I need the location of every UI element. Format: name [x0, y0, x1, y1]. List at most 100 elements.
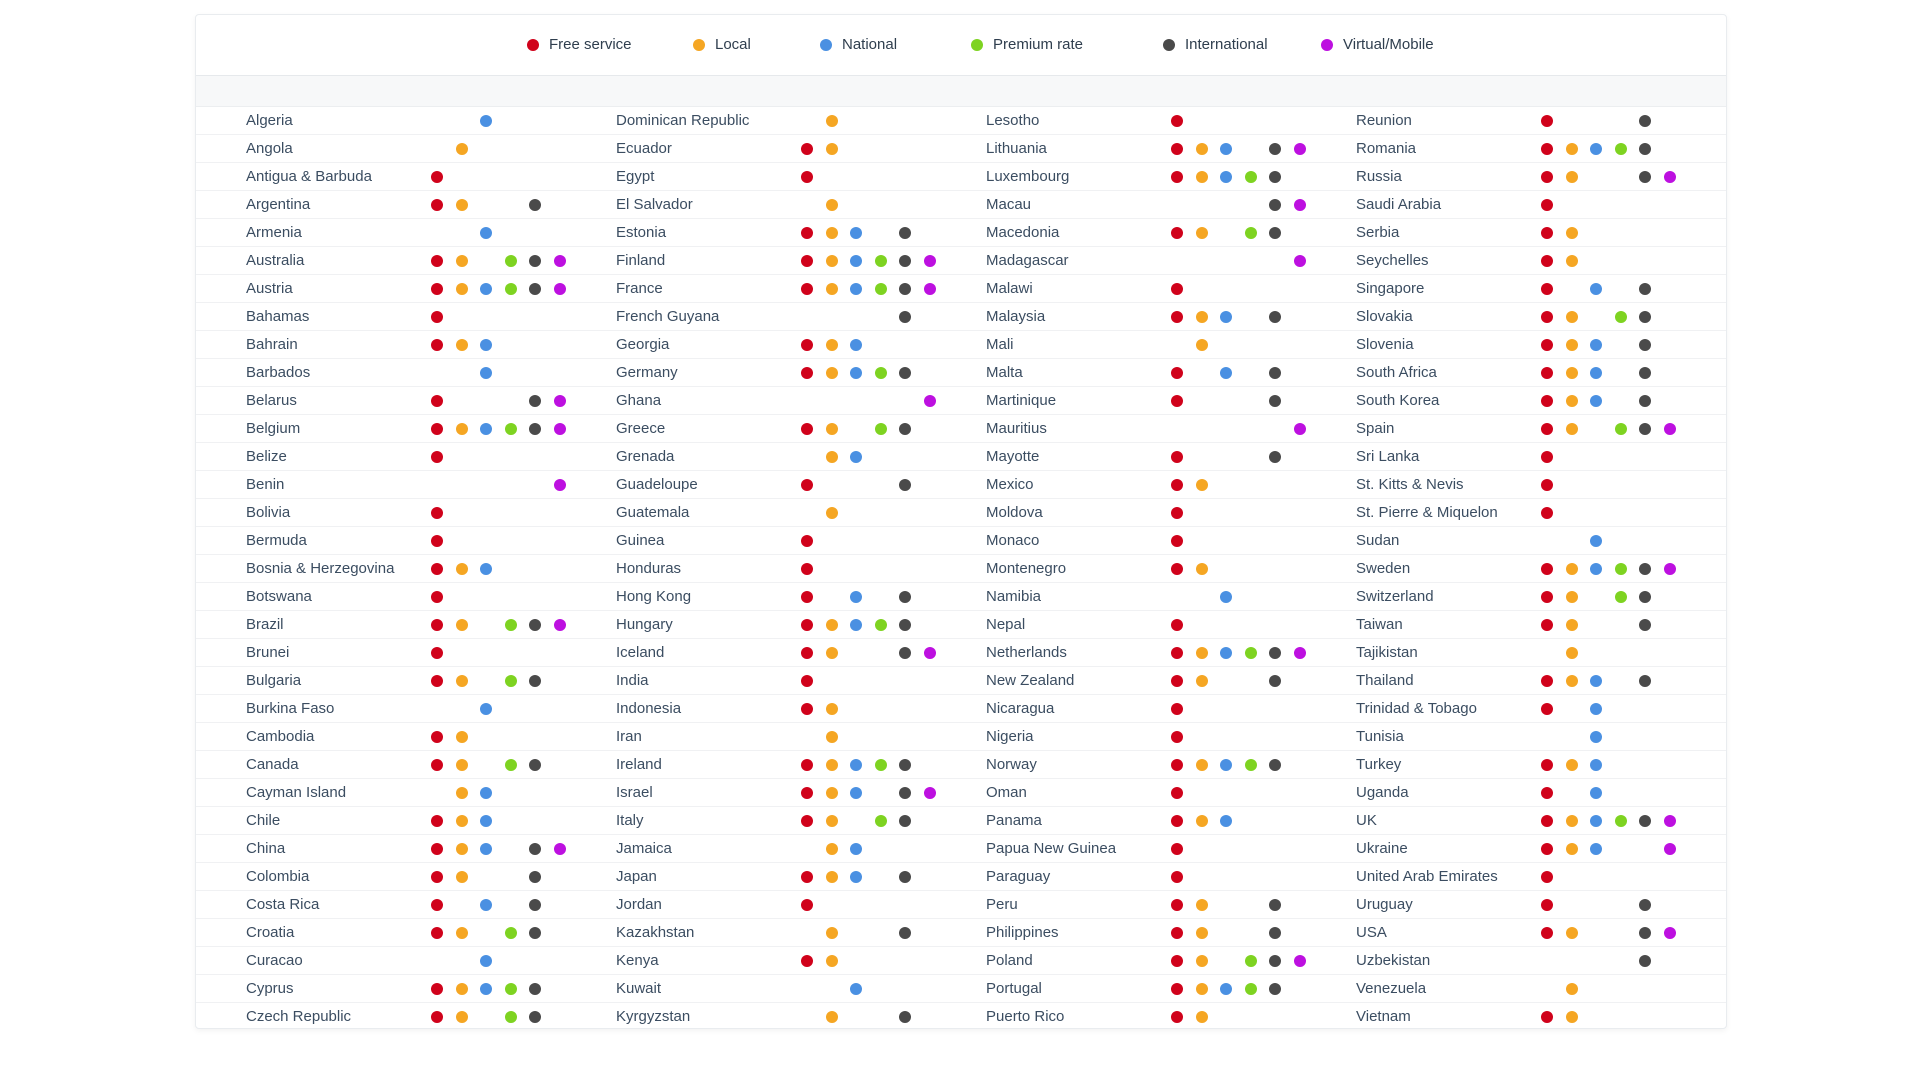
country-cell: Tunisia — [1306, 723, 1676, 750]
local-dot-icon — [455, 423, 468, 435]
country-cell: Nicaragua — [936, 695, 1306, 722]
country-name: Belarus — [246, 392, 297, 409]
international-dot-icon — [1639, 619, 1652, 631]
international-dot-icon — [1639, 283, 1652, 295]
table-row: Austria France Malawi Singapore — [196, 275, 1726, 303]
country-name: Madagascar — [986, 252, 1069, 269]
country-name: Bosnia & Herzegovina — [246, 560, 395, 577]
legend-label: International — [1185, 36, 1268, 53]
country-name: Guadeloupe — [616, 476, 698, 493]
country-cell: Nigeria — [936, 723, 1306, 750]
country-name: Malta — [986, 364, 1023, 381]
country-name: Uganda — [1356, 784, 1409, 801]
country-cell: Malawi — [936, 275, 1306, 302]
international-dot-icon — [1639, 927, 1652, 939]
country-name: Lithuania — [986, 140, 1047, 157]
country-name: Seychelles — [1356, 252, 1429, 269]
legend-label: Virtual/Mobile — [1343, 36, 1434, 53]
country-cell: USA — [1306, 919, 1676, 946]
coverage-table-card: Free service Local National Premium rate… — [195, 14, 1727, 1029]
country-name: Egypt — [616, 168, 655, 185]
local-dot-icon — [1565, 395, 1578, 407]
country-cell: Antigua & Barbuda — [196, 163, 566, 190]
local-dot-icon — [825, 367, 838, 379]
national-dot-icon — [1220, 143, 1233, 155]
premium-rate-dot-icon — [504, 1011, 517, 1023]
country-cell: Vietnam — [1306, 1003, 1676, 1028]
virtual-mobile-dot-icon — [1664, 563, 1676, 575]
country-name: Mayotte — [986, 448, 1040, 465]
country-cell: Ecuador — [566, 135, 936, 162]
local-dot-icon — [825, 143, 838, 155]
free-service-dot-icon — [801, 171, 813, 183]
local-dot-icon — [825, 1011, 838, 1023]
table-row: Barbados Germany Malta South Africa — [196, 359, 1726, 387]
country-cell: Lesotho — [936, 107, 1306, 134]
virtual-mobile-dot-icon — [1664, 171, 1676, 183]
country-name: Oman — [986, 784, 1027, 801]
local-dot-icon — [1565, 647, 1578, 659]
country-cell: Chile — [196, 807, 566, 834]
country-cell: France — [566, 275, 936, 302]
local-dot-icon — [1565, 759, 1578, 771]
national-dot-icon — [480, 423, 493, 435]
country-name: Armenia — [246, 224, 302, 241]
premium-rate-dot-icon — [874, 815, 887, 827]
national-dot-icon — [1220, 759, 1233, 771]
country-name: Nepal — [986, 616, 1026, 633]
national-dot-icon — [480, 115, 493, 127]
free-service-dot-icon — [1171, 787, 1183, 799]
international-dot-icon — [529, 843, 542, 855]
national-dot-icon — [1590, 703, 1603, 715]
country-name: Czech Republic — [246, 1008, 352, 1025]
table-row: Bahamas French Guyana Malaysia Slovakia — [196, 303, 1726, 331]
country-name: Macau — [986, 196, 1032, 213]
country-cell: Benin — [196, 471, 566, 498]
premium-rate-dot-icon — [1244, 955, 1257, 967]
free-service-dot-icon — [431, 563, 443, 575]
local-dot-icon — [1565, 983, 1578, 995]
free-service-dot-icon — [1171, 311, 1183, 323]
country-name: Honduras — [616, 560, 682, 577]
country-name: Portugal — [986, 980, 1042, 997]
country-cell: Nepal — [936, 611, 1306, 638]
national-dot-icon — [1220, 815, 1233, 827]
country-cell: Malaysia — [936, 303, 1306, 330]
country-cell: Argentina — [196, 191, 566, 218]
national-dot-icon — [1590, 787, 1603, 799]
premium-rate-dot-icon — [1244, 759, 1257, 771]
national-dot-icon — [850, 367, 863, 379]
free-service-dot-icon — [1541, 395, 1553, 407]
national-dot-icon — [480, 227, 493, 239]
country-cell: India — [566, 667, 936, 694]
local-dot-icon — [1195, 647, 1208, 659]
international-dot-icon — [529, 871, 542, 883]
country-name: Austria — [246, 280, 293, 297]
free-service-dot-icon — [1541, 451, 1553, 463]
virtual-mobile-dot-icon — [554, 619, 566, 631]
table-row: Argentina El Salvador Macau Saudi Arabia — [196, 191, 1726, 219]
local-dot-icon — [1565, 339, 1578, 351]
free-service-dot-icon — [431, 535, 443, 547]
country-cell: Dominican Republic — [566, 107, 936, 134]
country-name: Cyprus — [246, 980, 294, 997]
international-dot-icon — [1269, 955, 1282, 967]
local-dot-icon — [455, 843, 468, 855]
virtual-mobile-dot-icon — [1294, 255, 1306, 267]
country-name: Switzerland — [1356, 588, 1434, 605]
premium-rate-dot-icon — [504, 759, 517, 771]
country-cell: Armenia — [196, 219, 566, 246]
country-cell: Kuwait — [566, 975, 936, 1002]
country-cell: Angola — [196, 135, 566, 162]
premium-rate-dot-icon — [874, 367, 887, 379]
international-dot-icon — [1639, 115, 1652, 127]
country-cell: Singapore — [1306, 275, 1676, 302]
local-dot-icon — [455, 255, 468, 267]
country-name: Mauritius — [986, 420, 1047, 437]
local-dot-icon — [1195, 675, 1208, 687]
legend-label: Premium rate — [993, 36, 1084, 53]
country-name: Singapore — [1356, 280, 1425, 297]
country-cell: Belgium — [196, 415, 566, 442]
free-service-dot-icon — [801, 899, 813, 911]
local-dot-icon — [825, 227, 838, 239]
